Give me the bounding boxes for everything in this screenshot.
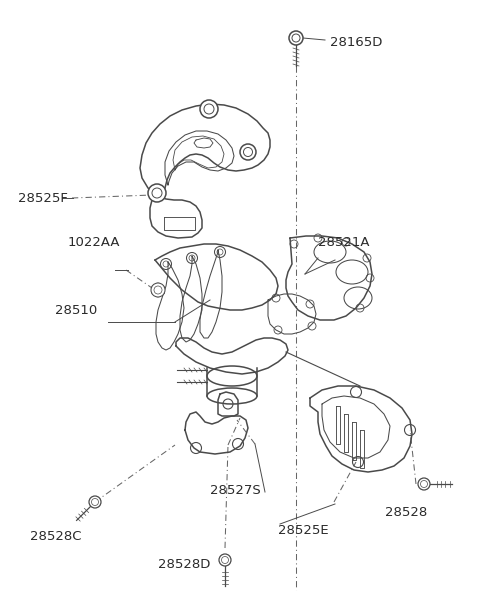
Circle shape: [289, 31, 303, 45]
Circle shape: [89, 496, 101, 508]
Circle shape: [151, 283, 165, 297]
Text: 28165D: 28165D: [330, 36, 383, 48]
Text: 28528: 28528: [385, 506, 427, 518]
Circle shape: [148, 184, 166, 202]
Text: 28527S: 28527S: [210, 483, 261, 496]
Text: 28528C: 28528C: [30, 530, 82, 542]
Circle shape: [219, 554, 231, 566]
Text: 28528D: 28528D: [158, 557, 210, 571]
Text: 28525E: 28525E: [278, 524, 329, 536]
Text: 28525F: 28525F: [18, 191, 68, 205]
Circle shape: [418, 478, 430, 490]
Text: 28521A: 28521A: [318, 236, 370, 248]
Text: 1022AA: 1022AA: [68, 236, 120, 248]
Text: 28510: 28510: [55, 303, 97, 316]
Circle shape: [240, 144, 256, 160]
Circle shape: [200, 100, 218, 118]
